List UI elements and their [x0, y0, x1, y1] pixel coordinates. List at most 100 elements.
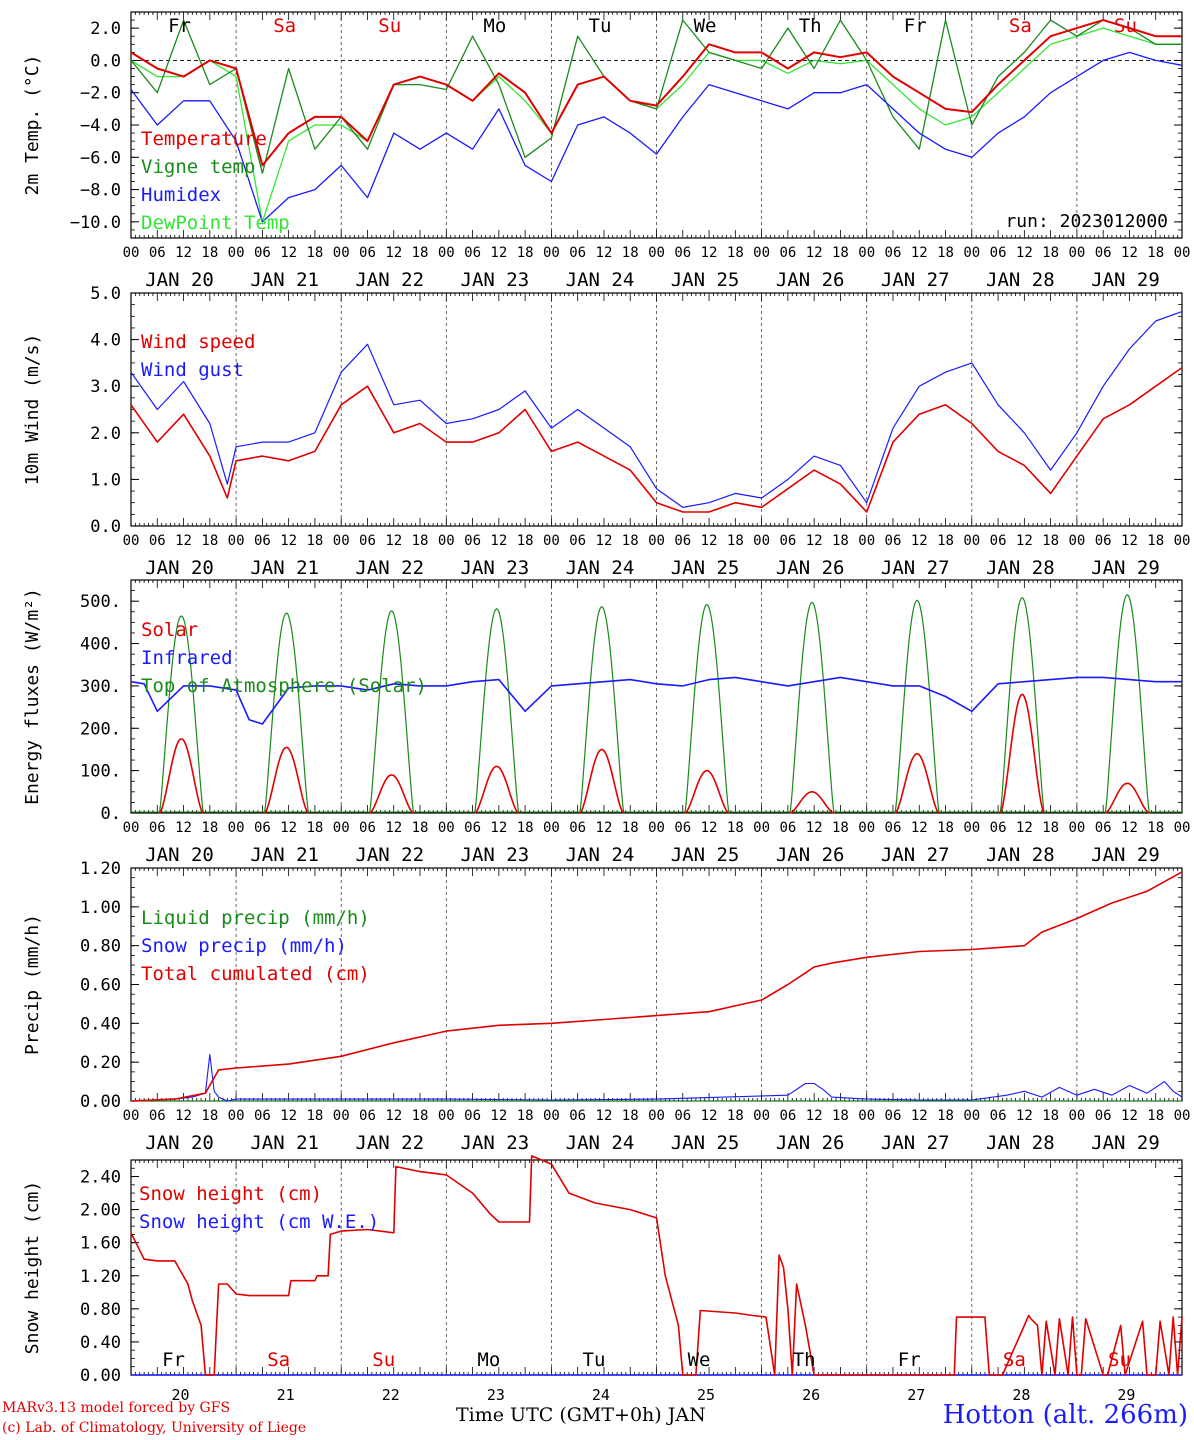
- hour-label: 18: [412, 1108, 429, 1124]
- date-label: JAN 23: [461, 269, 530, 291]
- hour-label: 18: [1042, 820, 1059, 836]
- legend-entry: Snow precip (mm/h): [141, 935, 347, 957]
- y-tick-label: 2.0: [90, 424, 121, 444]
- date-label: JAN 28: [986, 844, 1055, 866]
- hour-label: 00: [438, 1108, 455, 1124]
- hour-label: 18: [937, 533, 954, 549]
- hour-label: 00: [543, 820, 560, 836]
- day-name-bottom: Mo: [477, 1349, 500, 1371]
- hour-label: 12: [701, 533, 718, 549]
- hour-label: 06: [464, 245, 481, 261]
- hour-label: 12: [911, 533, 928, 549]
- hour-label: 06: [464, 820, 481, 836]
- hour-label: 18: [832, 533, 849, 549]
- hour-label: 00: [123, 1108, 140, 1124]
- day-number: 28: [1012, 1386, 1030, 1404]
- y-tick-label: 0.40: [80, 1014, 121, 1034]
- legend-entry: Liquid precip (mm/h): [141, 907, 370, 929]
- date-label: JAN 20: [145, 844, 214, 866]
- day-number: 26: [802, 1386, 820, 1404]
- hour-label: 12: [385, 820, 402, 836]
- hour-label: 12: [806, 1108, 823, 1124]
- date-label: JAN 27: [881, 844, 950, 866]
- hour-label: 00: [648, 1108, 665, 1124]
- hour-label: 12: [1016, 533, 1033, 549]
- y-tick-label: 2.0: [90, 19, 121, 39]
- hour-label: 00: [333, 245, 350, 261]
- date-label: JAN 21: [250, 844, 319, 866]
- legend-entry: Temperature: [141, 128, 267, 150]
- hour-label: 06: [569, 533, 586, 549]
- date-label: JAN 24: [566, 1132, 635, 1154]
- series-line-wind-gust: [130, 311, 1183, 508]
- y-tick-label: 3.0: [90, 377, 121, 397]
- day-name-top: Th: [799, 15, 822, 37]
- hour-label: 12: [280, 1108, 297, 1124]
- y-tick-label: 5.0: [90, 284, 121, 304]
- hour-label: 18: [1147, 1108, 1164, 1124]
- hour-label: 18: [832, 820, 849, 836]
- date-label: JAN 22: [355, 844, 424, 866]
- legend-entry: Snow height (cm): [139, 1183, 322, 1205]
- date-label: JAN 23: [461, 1132, 530, 1154]
- hour-label: 18: [1042, 533, 1059, 549]
- date-label: JAN 25: [671, 844, 740, 866]
- y-tick-label: 0.00: [80, 1366, 121, 1386]
- date-label: JAN 25: [671, 1132, 740, 1154]
- hour-label: 18: [622, 245, 639, 261]
- hour-label: 18: [1147, 820, 1164, 836]
- hour-label: 18: [517, 1108, 534, 1124]
- day-name-bottom: Fr: [162, 1349, 185, 1371]
- legend-entry: Top of Atmosphere (Solar): [141, 675, 427, 697]
- date-label: JAN 26: [776, 844, 845, 866]
- hour-label: 18: [201, 245, 218, 261]
- hour-label: 00: [1174, 533, 1191, 549]
- hour-label: 06: [1095, 1108, 1112, 1124]
- hour-label: 06: [1095, 533, 1112, 549]
- hour-label: 06: [674, 533, 691, 549]
- hour-label: 18: [832, 245, 849, 261]
- y-tick-label: 300.: [80, 677, 121, 697]
- legend-entry: Vigne temp: [141, 156, 255, 178]
- hour-label: 12: [596, 533, 613, 549]
- hour-label: 18: [517, 820, 534, 836]
- day-name-bottom: Th: [793, 1349, 816, 1371]
- hour-label: 00: [333, 820, 350, 836]
- hour-label: 00: [858, 1108, 875, 1124]
- y-tick-label: 0.: [101, 804, 121, 824]
- hour-label: 18: [1042, 1108, 1059, 1124]
- y-tick-label: 100.: [80, 762, 121, 782]
- hour-label: 12: [385, 245, 402, 261]
- date-label: JAN 21: [250, 557, 319, 579]
- hour-label: 12: [1016, 245, 1033, 261]
- hour-label: 06: [885, 1108, 902, 1124]
- hour-label: 06: [569, 820, 586, 836]
- y-tick-label: 0.0: [90, 517, 121, 537]
- station-label: Hotton (alt. 266m): [942, 1400, 1188, 1430]
- hour-label: 12: [490, 245, 507, 261]
- hour-label: 06: [990, 245, 1007, 261]
- series-line-top-of-atmosphere-solar: [158, 594, 1150, 814]
- hour-label: 06: [254, 533, 271, 549]
- hour-label: 06: [464, 533, 481, 549]
- series-line-total-cumulated-cm-: [130, 871, 1183, 1102]
- hour-label: 18: [727, 820, 744, 836]
- hour-label: 12: [1121, 533, 1138, 549]
- series-line-wind-speed: [130, 366, 1183, 513]
- hour-label: 00: [438, 533, 455, 549]
- hour-label: 00: [963, 245, 980, 261]
- date-label: JAN 27: [881, 269, 950, 291]
- hour-label: 18: [1147, 533, 1164, 549]
- y-tick-label: 0.00: [80, 1092, 121, 1112]
- day-number: 22: [382, 1386, 400, 1404]
- y-tick-label: 1.0: [90, 470, 121, 490]
- hour-label: 12: [596, 820, 613, 836]
- y-tick-label: 500.: [80, 592, 121, 612]
- date-label: JAN 21: [250, 269, 319, 291]
- date-label: JAN 28: [986, 1132, 1055, 1154]
- hour-label: 06: [149, 820, 166, 836]
- lab-credit: (c) Lab. of Climatology, University of L…: [2, 1420, 307, 1436]
- date-label: JAN 22: [355, 269, 424, 291]
- y-tick-label: 0.60: [80, 976, 121, 996]
